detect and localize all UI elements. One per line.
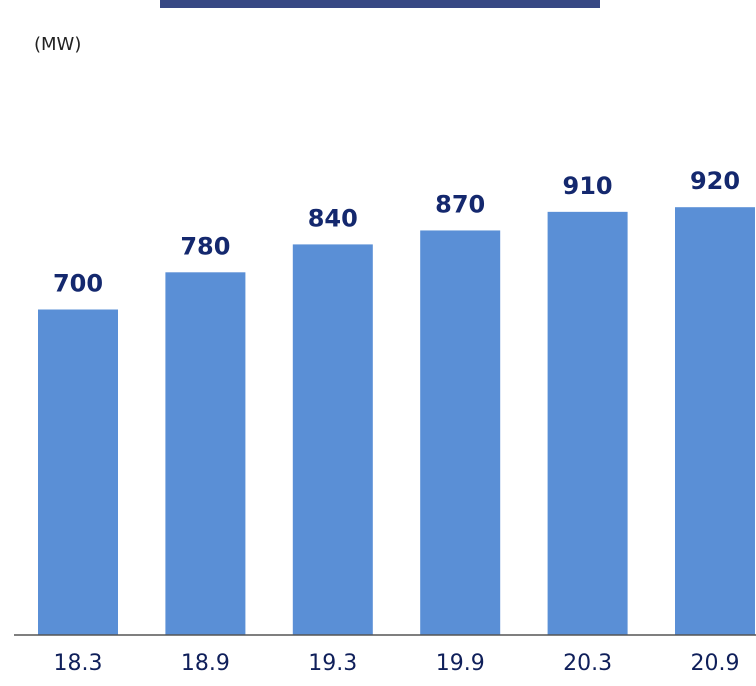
value-label-18.9: 780 bbox=[180, 232, 230, 260]
x-tick-label-20.3: 20.3 bbox=[563, 651, 612, 676]
bar-18.9 bbox=[165, 272, 245, 635]
value-label-18.3: 700 bbox=[53, 270, 103, 298]
x-tick-label-19.9: 19.9 bbox=[436, 651, 485, 676]
bar-20.9 bbox=[675, 207, 755, 635]
unit-label: (MW) bbox=[34, 34, 81, 55]
bar-20.3 bbox=[548, 212, 628, 635]
x-tick-label-18.3: 18.3 bbox=[54, 651, 103, 676]
bars-group bbox=[38, 207, 755, 635]
x-tick-label-20.9: 20.9 bbox=[691, 651, 740, 676]
value-label-20.9: 920 bbox=[690, 167, 740, 195]
bar-18.3 bbox=[38, 310, 118, 636]
value-label-19.9: 870 bbox=[435, 190, 485, 218]
value-labels-group: 700 780 840 870 910 920 bbox=[53, 167, 740, 297]
bar-19.3 bbox=[293, 244, 373, 635]
cropped-title-remnant bbox=[160, 0, 600, 8]
value-label-20.3: 910 bbox=[563, 172, 613, 200]
x-tick-labels-group: 18.3 18.9 19.3 19.9 20.3 20.9 bbox=[54, 651, 740, 676]
value-label-19.3: 840 bbox=[308, 204, 358, 232]
bar-19.9 bbox=[420, 230, 500, 635]
x-tick-label-19.3: 19.3 bbox=[308, 651, 357, 676]
x-tick-label-18.9: 18.9 bbox=[181, 651, 230, 676]
